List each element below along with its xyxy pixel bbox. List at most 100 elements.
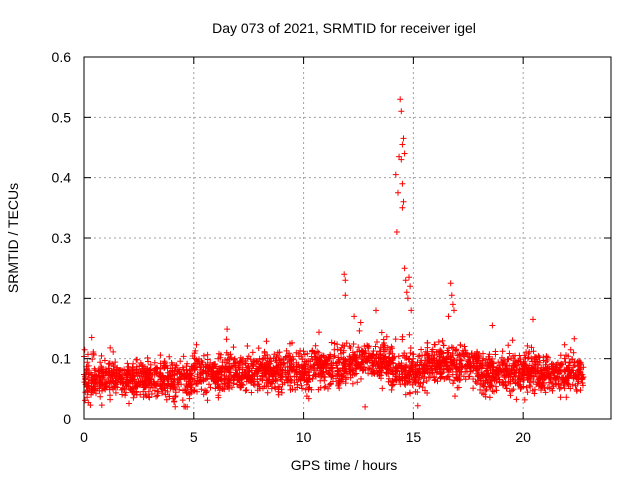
x-tick-label: 5: [190, 429, 198, 445]
data-point: [220, 385, 226, 392]
data-point: [528, 373, 535, 380]
data-point: [205, 370, 212, 377]
data-point: [421, 352, 428, 359]
data-point: [107, 392, 113, 399]
data-point: [131, 385, 138, 391]
data-point: [449, 371, 456, 378]
data-point: [533, 381, 540, 388]
data-point: [524, 389, 531, 396]
data-point: [160, 378, 167, 385]
data-point: [304, 366, 311, 373]
axis-ticks: [83, 56, 611, 420]
data-point: [98, 363, 105, 370]
data-point: [448, 344, 455, 351]
data-point: [154, 392, 161, 399]
data-point: [98, 402, 105, 409]
data-point: [321, 373, 328, 380]
data-point: [126, 400, 132, 407]
data-point: [197, 371, 204, 377]
data-point: [351, 313, 358, 320]
data-point: [547, 374, 553, 381]
data-point: [175, 381, 182, 388]
data-point: [437, 353, 443, 360]
data-point: [259, 377, 266, 384]
data-point: [557, 384, 564, 391]
data-point: [84, 365, 91, 372]
data-point: [353, 354, 360, 361]
data-point: [84, 359, 91, 366]
data-point: [140, 394, 147, 401]
data-point: [213, 363, 220, 370]
data-point: [252, 358, 259, 365]
y-tick-label: 0.2: [52, 290, 72, 306]
data-point: [318, 365, 325, 372]
data-point: [429, 365, 436, 372]
data-point: [402, 370, 409, 377]
data-point: [161, 376, 168, 383]
data-point: [187, 370, 194, 377]
data-point: [333, 375, 339, 382]
data-point: [172, 394, 179, 400]
data-point: [440, 342, 447, 349]
data-point: [110, 363, 117, 370]
data-point: [151, 359, 158, 366]
data-point: [162, 387, 169, 394]
data-point: [335, 379, 342, 386]
data-point: [145, 374, 152, 381]
data-point: [426, 356, 433, 363]
data-point: [204, 375, 211, 382]
data-point: [564, 380, 571, 387]
y-tick-label: 0: [63, 411, 71, 427]
data-point: [329, 372, 336, 379]
data-point: [174, 379, 181, 386]
data-point: [289, 386, 296, 393]
data-point: [272, 371, 279, 378]
data-point: [191, 350, 198, 357]
data-point: [557, 352, 564, 359]
data-point: [450, 359, 457, 366]
data-point: [479, 371, 486, 378]
data-point: [179, 397, 186, 404]
data-point: [158, 385, 165, 392]
data-point: [330, 359, 337, 366]
data-point: [411, 377, 418, 384]
data-point: [237, 382, 244, 389]
data-point: [499, 354, 505, 361]
data-point: [485, 373, 492, 380]
data-point: [246, 367, 253, 374]
data-point: [330, 378, 336, 385]
data-point: [142, 384, 149, 390]
data-point: [543, 353, 550, 360]
data-point: [470, 385, 477, 392]
y-tick-labels: 0 0.1 0.2 0.3 0.4 0.5 0.6: [52, 49, 72, 427]
data-point: [505, 356, 512, 363]
data-point: [435, 339, 442, 345]
data-point: [314, 355, 320, 362]
data-point: [424, 344, 431, 351]
y-tick-label: 0.6: [52, 49, 72, 65]
data-point: [531, 356, 538, 363]
data-point: [397, 96, 404, 103]
data-point: [215, 376, 222, 383]
data-point: [146, 375, 152, 382]
data-point: [180, 353, 187, 360]
data-point: [117, 378, 124, 385]
data-point: [186, 395, 193, 402]
data-point: [263, 338, 270, 345]
data-point: [445, 313, 452, 320]
data-point: [111, 383, 118, 390]
data-point: [522, 354, 529, 361]
data-point: [395, 189, 401, 196]
data-point: [112, 380, 118, 387]
data-point: [428, 348, 435, 355]
data-point: [261, 348, 268, 355]
data-point: [97, 359, 104, 366]
data-point: [287, 363, 294, 370]
data-point: [468, 364, 475, 371]
data-point: [278, 386, 285, 393]
data-point: [371, 357, 378, 364]
data-point: [307, 364, 314, 371]
data-point: [580, 382, 586, 389]
data-point: [425, 374, 432, 381]
data-point: [188, 381, 195, 388]
